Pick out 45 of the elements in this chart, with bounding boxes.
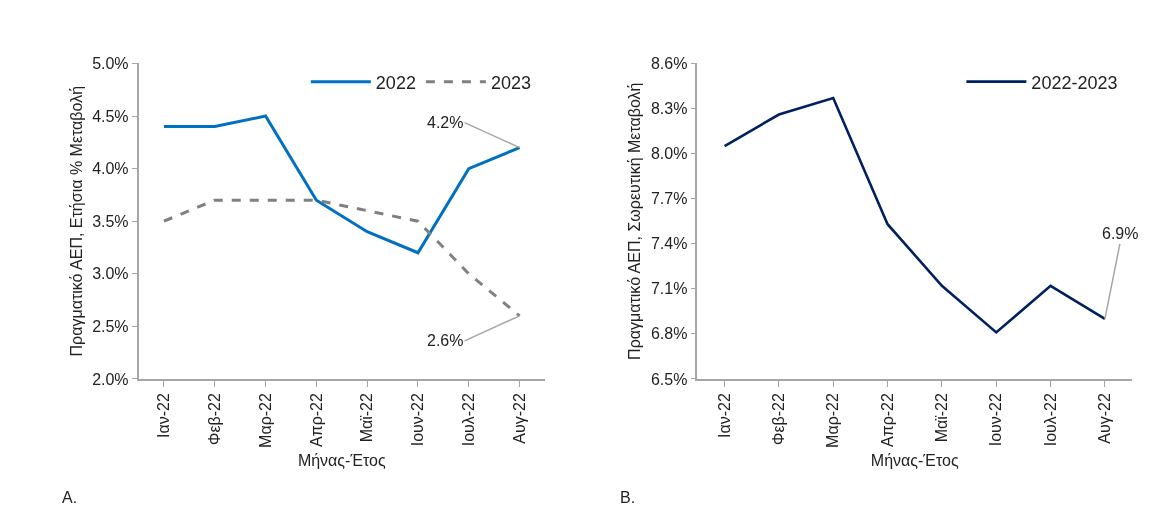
x-tick-label: Μαρ-22 (824, 393, 842, 448)
text: A. (62, 489, 78, 506)
x-tick-label: Ιουλ-22 (1041, 392, 1059, 447)
y-tick-label: 6.5% (650, 370, 688, 388)
y-tick-label: 6.8% (650, 325, 688, 343)
x-tick-label: Ιουν-22 (987, 392, 1005, 447)
y-tick-label: 4.5% (92, 107, 129, 125)
x-tick-label: Φεβ-22 (205, 393, 223, 446)
x-tick-label: Μαϊ-22 (358, 393, 376, 443)
x-tick-label: Ιουν-22 (409, 392, 427, 447)
x-tick-label: Μαϊ-22 (933, 393, 951, 443)
y-tick-label: 8.0% (650, 145, 688, 163)
annotation: 6.9% (1102, 225, 1139, 242)
y-tick-label: 2.0% (92, 370, 129, 388)
y-axis-title: Πραγματικό ΑΕΠ, Σωρευτική Μεταβολή (626, 82, 644, 360)
x-tick-label: Ιαν-22 (155, 393, 173, 438)
y-tick-label: 3.5% (92, 212, 129, 230)
x-tick-label: Ιαν-22 (715, 393, 733, 438)
y-tick-label: 8.3% (650, 100, 688, 118)
x-axis-title: Μήνας-Έτος (297, 452, 386, 470)
x-tick-label: Ιουλ-22 (459, 392, 477, 447)
y-axis-title: Πραγματικό ΑΕΠ, Ετήσια % Μεταβολή (67, 85, 85, 357)
x-tick-label: Απρ-22 (878, 392, 896, 448)
y-tick-label: 3.0% (92, 265, 129, 283)
x-tick-label: Φεβ-22 (770, 393, 788, 446)
line-series (162, 198, 522, 318)
y-tick-label: 7.4% (650, 235, 688, 253)
y-tick-label: 2.5% (92, 317, 129, 335)
y-tick-label: 8.6% (650, 55, 688, 73)
x-tick-label: Αυγ-22 (510, 392, 528, 444)
text: B. (620, 489, 636, 506)
y-tick-label: 7.1% (650, 280, 688, 298)
y-tick-label: 7.7% (650, 190, 688, 208)
legend-label: 2022-2023 (1031, 72, 1118, 93)
x-tick-label: Αυγ-22 (1096, 392, 1114, 444)
x-tick-label: Απρ-22 (307, 392, 325, 448)
x-tick-label: Μαρ-22 (256, 393, 274, 448)
line-series (162, 114, 522, 255)
annotation: 2.6% (427, 332, 464, 349)
y-tick-label: 5.0% (92, 55, 129, 73)
y-tick-label: 4.0% (92, 160, 129, 178)
annotation: 4.2% (427, 114, 464, 131)
legend-label: 2023 (490, 72, 531, 93)
x-axis-title: Μήνας-Έτος (870, 452, 959, 470)
legend-label: 2022 (375, 72, 416, 93)
